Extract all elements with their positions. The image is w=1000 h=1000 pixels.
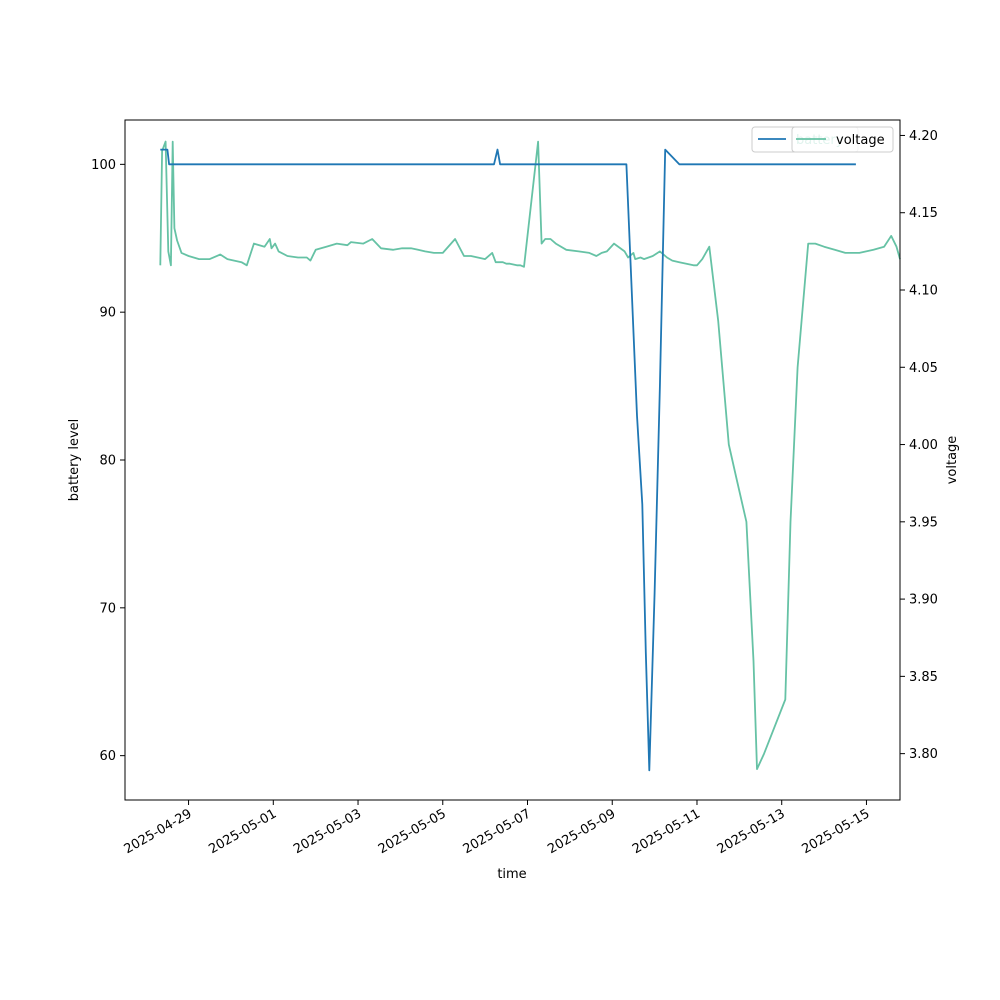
y-right-tick-label: 3.90	[909, 593, 938, 608]
y-right-tick-label: 4.10	[909, 284, 938, 299]
y-left-tick-label: 80	[99, 454, 116, 469]
y-axis-right-label: voltage	[945, 436, 960, 485]
y-right-tick-label: 4.15	[909, 206, 938, 221]
y-left-tick-label: 70	[99, 601, 116, 616]
y-right-tick-label: 3.80	[909, 747, 938, 762]
y-right-tick-label: 4.00	[909, 438, 938, 453]
y-axis-right: 3.80 3.85 3.90 3.95 4.00 4.05 4.10 4.15 4.20	[900, 129, 938, 762]
legend-voltage: voltage	[791, 126, 894, 153]
y-left-tick-label: 60	[99, 749, 116, 764]
legend-voltage-box	[791, 126, 894, 153]
plot-area	[159, 140, 901, 772]
y-right-tick-label: 4.05	[909, 361, 938, 376]
y-right-tick-label: 3.85	[909, 670, 938, 685]
y-axis-left-label: battery level	[67, 419, 82, 502]
legend-voltage-label: voltage	[836, 133, 885, 148]
y-axis-left: 60 70 80 90 100	[91, 158, 125, 764]
y-left-tick-label: 100	[91, 158, 116, 173]
y-left-tick-label: 90	[99, 306, 116, 321]
x-axis-label: time	[497, 867, 526, 882]
y-right-tick-label: 3.95	[909, 515, 938, 530]
y-right-tick-label: 4.20	[909, 129, 938, 144]
series-line-voltage	[159, 140, 901, 770]
series-line-battery	[160, 148, 856, 772]
